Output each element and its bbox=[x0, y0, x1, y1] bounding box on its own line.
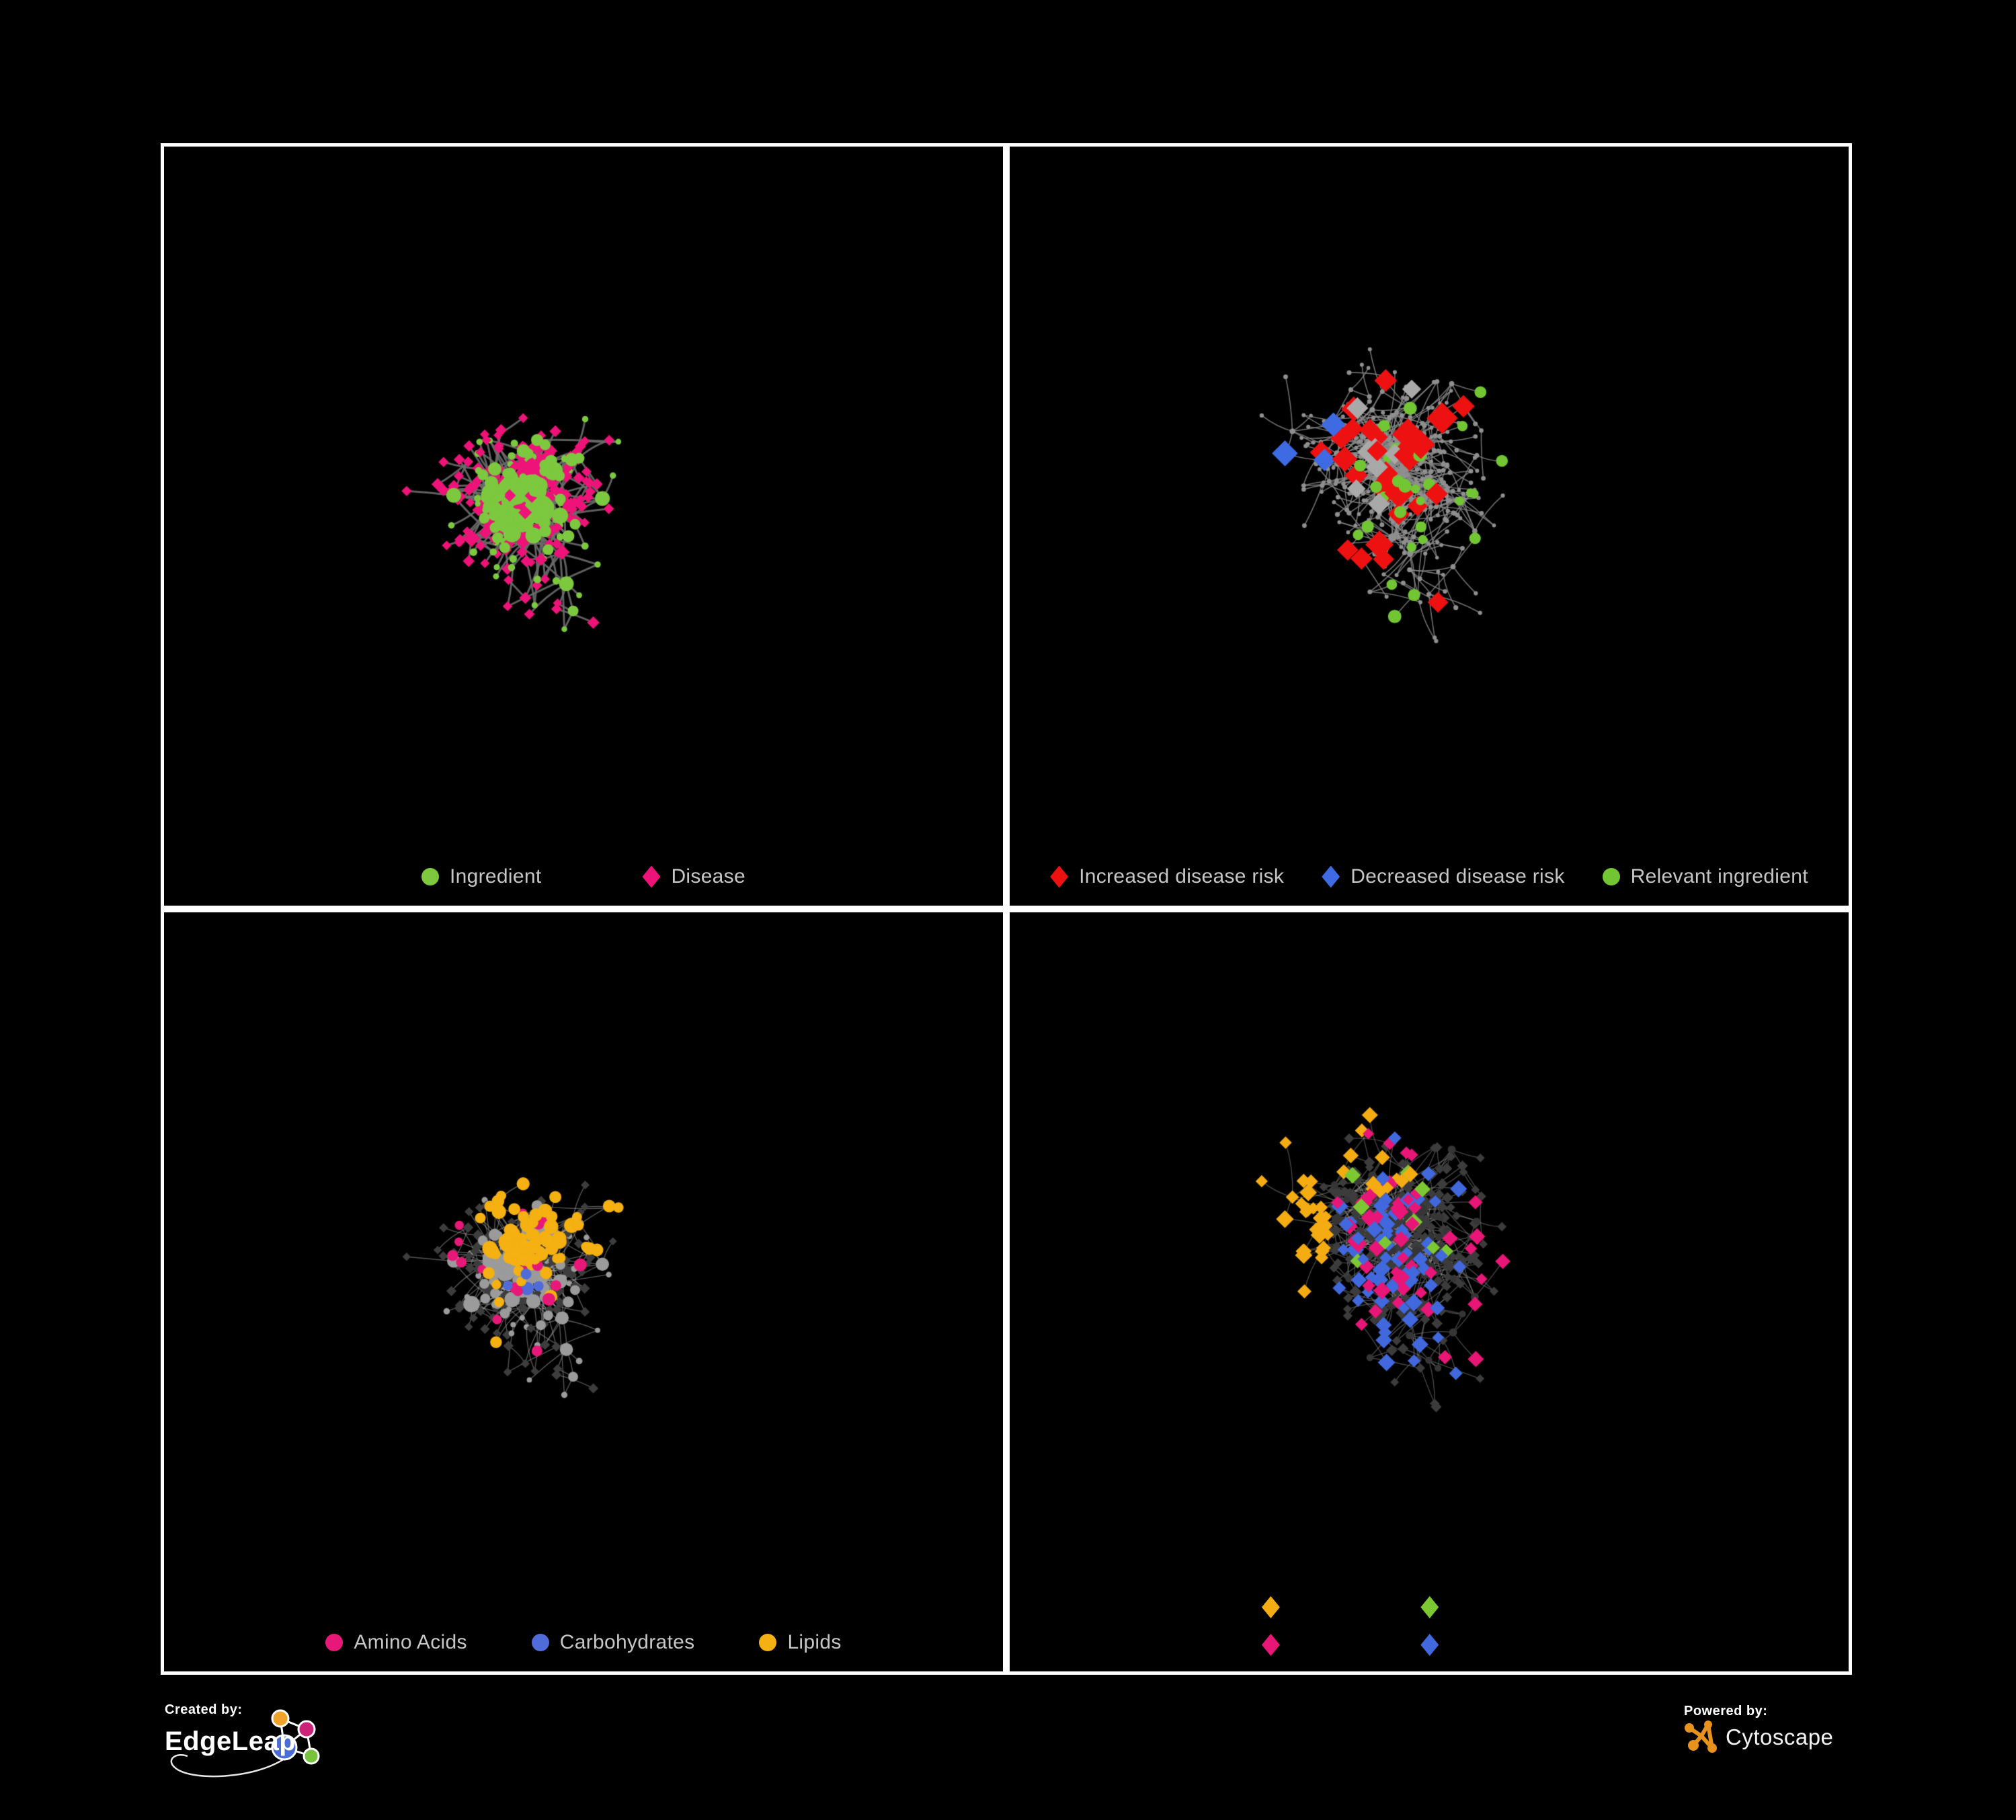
legend-item-decreased-risk: Decreased disease risk bbox=[1322, 865, 1564, 888]
legend-label: Lipids bbox=[787, 1631, 842, 1653]
mental-disorders-diamond-swatch bbox=[1261, 1596, 1280, 1618]
legend-label: Immune System Diseases bbox=[1441, 1610, 1567, 1621]
powered-by-label: Powered by: bbox=[1684, 1704, 1768, 1718]
legend-label: Relevant ingredient bbox=[1630, 865, 1808, 887]
legend-item-lipids: Lipids bbox=[759, 1631, 841, 1654]
legend-item-increased-risk: Increased disease risk bbox=[1050, 865, 1284, 888]
legend-label: Mental Disorders bbox=[1283, 1610, 1365, 1621]
immune-diseases-diamond-swatch bbox=[1420, 1596, 1439, 1618]
increased-risk-diamond-swatch bbox=[1050, 865, 1069, 888]
legend-item-nutritional-metabolic-diseases: Nutritional & Metabolic Diseases bbox=[1420, 1634, 1597, 1659]
network-canvas-disease-risk bbox=[1010, 147, 1849, 906]
legend-ingredient-disease: Ingredient Disease bbox=[164, 865, 1003, 888]
cytoscape-wordmark: Cytoscape bbox=[1726, 1725, 1834, 1749]
edgeleap-pink-node bbox=[297, 1720, 316, 1739]
legend-item-ingredient: Ingredient bbox=[421, 865, 541, 888]
ingredient-circle-swatch bbox=[421, 868, 440, 885]
legend-item-relevant-ingredient: Relevant ingredient bbox=[1602, 865, 1808, 888]
network-canvas-disease-classes bbox=[1010, 912, 1849, 1671]
created-by-label: Created by: bbox=[165, 1702, 243, 1717]
edgeleap-green-node bbox=[303, 1747, 320, 1765]
legend-label: Decreased disease risk bbox=[1350, 865, 1565, 887]
cancers-diamond-swatch bbox=[1261, 1634, 1280, 1656]
legend-label: Carbohydrates bbox=[559, 1631, 695, 1653]
legend-item-cancers: Cancers bbox=[1261, 1634, 1364, 1659]
edgeleap-wordmark: EdgeLeap bbox=[165, 1727, 296, 1756]
panel-nutrient-classes: Amino Acids Carbohydrates Lipids bbox=[161, 909, 1006, 1675]
network-canvas-ingredient-disease bbox=[164, 147, 1003, 906]
legend-label: Disease bbox=[671, 865, 745, 887]
legend-label: Cancers bbox=[1283, 1647, 1323, 1659]
legend-label: Amino Acids bbox=[354, 1631, 467, 1653]
lipids-circle-swatch bbox=[759, 1634, 777, 1651]
network-canvas-nutrient-classes bbox=[164, 912, 1003, 1671]
legend-item-mental-disorders: Mental Disorders bbox=[1261, 1596, 1365, 1622]
decreased-risk-diamond-swatch bbox=[1322, 865, 1340, 888]
panel-disease-risk: Increased disease risk Decreased disease… bbox=[1006, 143, 1852, 909]
disease-diamond-swatch bbox=[642, 865, 661, 888]
legend-label: Nutritional & Metabolic Diseases bbox=[1441, 1647, 1597, 1659]
legend-disease-classes: Mental Disorders Immune System Diseases … bbox=[1010, 1596, 1849, 1659]
legend-item-immune-system-diseases: Immune System Diseases bbox=[1420, 1596, 1597, 1622]
panel-ingredient-disease: Ingredient Disease bbox=[161, 143, 1006, 909]
panel-disease-classes: Mental Disorders Immune System Diseases … bbox=[1006, 909, 1852, 1675]
legend-label: Increased disease risk bbox=[1079, 865, 1285, 887]
amino-acids-circle-swatch bbox=[325, 1634, 344, 1651]
nutritional-metabolic-diamond-swatch bbox=[1420, 1634, 1439, 1656]
cytoscape-credit: Powered by: Cytoscape bbox=[1684, 1704, 1906, 1791]
carbohydrates-circle-swatch bbox=[531, 1634, 549, 1651]
cytoscape-logo-icon bbox=[1685, 1720, 1717, 1753]
relevant-ingredient-circle-swatch bbox=[1602, 868, 1620, 885]
legend-disease-risk: Increased disease risk Decreased disease… bbox=[1010, 865, 1849, 888]
legend-item-disease: Disease bbox=[642, 865, 745, 888]
legend-item-amino-acids: Amino Acids bbox=[325, 1631, 467, 1654]
legend-label: Ingredient bbox=[450, 865, 542, 887]
edgeleap-credit: Created by: EdgeLeap bbox=[165, 1702, 481, 1810]
legend-nutrient-classes: Amino Acids Carbohydrates Lipids bbox=[164, 1631, 1003, 1654]
legend-item-carbohydrates: Carbohydrates bbox=[531, 1631, 695, 1654]
